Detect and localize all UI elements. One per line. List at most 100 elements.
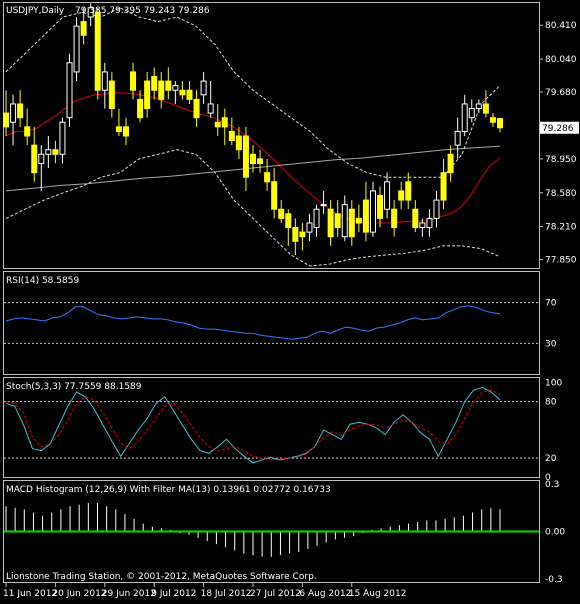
stoch-tick-label: 0 <box>545 473 551 483</box>
candle-body <box>482 103 489 114</box>
price-tick-label: 80.410 <box>545 21 577 31</box>
rsi-tick-label: 70 <box>545 299 557 309</box>
candle-body <box>235 135 242 151</box>
macd-panel-frame <box>3 480 540 583</box>
price-plot <box>3 3 503 267</box>
candle-body <box>497 118 503 129</box>
candle-body <box>59 121 66 155</box>
price-tick-label: 79.680 <box>545 88 577 98</box>
candle-body <box>454 130 461 146</box>
x-tick-label: 11 Jun 2012 <box>3 589 57 599</box>
candle-body <box>122 126 129 137</box>
candle-body <box>24 126 31 137</box>
candle-body <box>242 135 249 178</box>
candle-body <box>412 208 419 229</box>
candle-body <box>214 121 221 128</box>
macd-tick-label: -0.3 <box>545 575 563 585</box>
series-bb-lower <box>5 149 501 267</box>
candle-body <box>101 71 108 91</box>
current-price-box <box>540 121 579 134</box>
candle-body <box>278 208 285 219</box>
candle-body <box>10 103 17 123</box>
candle-body <box>313 208 320 229</box>
x-tick-label: 20 Jun 2012 <box>52 589 106 599</box>
candle-body <box>285 213 292 229</box>
rsi-title: RSI(14) 58.5859 <box>6 276 79 286</box>
candle-body <box>348 208 355 238</box>
candle-body <box>94 11 101 91</box>
macd-tick-label: 0.3 <box>545 480 559 490</box>
candle-body <box>489 117 496 123</box>
candle-body <box>137 98 144 119</box>
x-tick-label: 27 Jul 2012 <box>250 589 301 599</box>
price-panel-frame <box>3 2 540 269</box>
candle-body <box>398 190 405 201</box>
candle-body <box>377 195 384 219</box>
candle-body <box>447 153 454 174</box>
candle-body <box>87 7 94 18</box>
stoch-stoch-signal <box>5 389 501 461</box>
candle-body <box>31 144 38 174</box>
candle-body <box>475 103 482 110</box>
candle-body <box>299 231 306 238</box>
rsi-plot <box>4 302 539 344</box>
candle-body <box>362 199 369 233</box>
macd-plot <box>4 503 539 557</box>
stoch-plot <box>4 386 539 464</box>
price-chart-title: USDJPY,Daily <box>6 6 65 16</box>
candle-body <box>384 181 391 210</box>
candle-body <box>250 153 256 164</box>
candle-body <box>80 21 87 36</box>
candle-body <box>426 217 433 229</box>
candle-body <box>257 158 264 164</box>
candle-body <box>144 80 151 110</box>
x-tick-label: 9 Jul 2012 <box>151 589 196 599</box>
stoch-title: Stoch(5,3,3) 77.7559 88.1589 <box>6 382 142 392</box>
candle-body <box>405 181 412 201</box>
candle-body <box>306 222 313 233</box>
price-tick-label: 78.210 <box>545 223 577 233</box>
stoch-stoch-main <box>5 386 501 464</box>
candle-body <box>158 80 165 100</box>
candle-body <box>461 103 468 132</box>
candle-body <box>151 75 158 91</box>
candle-body <box>200 80 207 96</box>
candle-body <box>165 80 172 91</box>
candle-body <box>221 117 228 128</box>
candle-body <box>419 222 426 229</box>
macd-tick-label: 0.00 <box>545 528 565 538</box>
stoch-tick-label: 100 <box>545 379 562 389</box>
candle-body <box>108 80 115 110</box>
price-tick-label: 78.580 <box>545 189 577 199</box>
x-tick-label: 15 Aug 2012 <box>349 589 407 599</box>
candle-body <box>130 71 137 91</box>
x-tick-label: 6 Aug 2012 <box>299 589 351 599</box>
price-header-values: 79.385 79.395 79.243 79.286 <box>75 6 210 16</box>
candle-body <box>468 108 475 119</box>
macd-title: MACD Histogram (12,26,9) With Filter MA(… <box>6 485 331 495</box>
candle-body <box>38 153 45 164</box>
rsi-tick-label: 30 <box>545 339 557 349</box>
candle-body <box>327 208 334 238</box>
candle-body <box>355 217 362 224</box>
rsi-line <box>5 305 501 340</box>
candle-body <box>193 98 200 119</box>
stoch-tick-label: 80 <box>545 398 557 408</box>
x-tick-label: 29 Jun 2012 <box>102 589 156 599</box>
rsi-panel-frame <box>3 271 540 375</box>
candle-body <box>369 190 376 233</box>
candle-body <box>52 149 59 155</box>
candle-body <box>3 112 9 128</box>
x-tick-label: 18 Jul 2012 <box>201 589 252 599</box>
candle-body <box>115 126 122 132</box>
footer-copyright: Lionstone Trading Station, © 2001-2012, … <box>6 572 317 582</box>
candle-body <box>440 172 447 201</box>
candle-body <box>292 227 299 242</box>
candle-body <box>73 25 80 73</box>
candle-body <box>45 149 52 155</box>
stoch-panel-frame <box>3 377 540 478</box>
price-tick-label: 80.040 <box>545 55 577 65</box>
candle-body <box>391 208 398 229</box>
candle-body <box>228 130 235 142</box>
